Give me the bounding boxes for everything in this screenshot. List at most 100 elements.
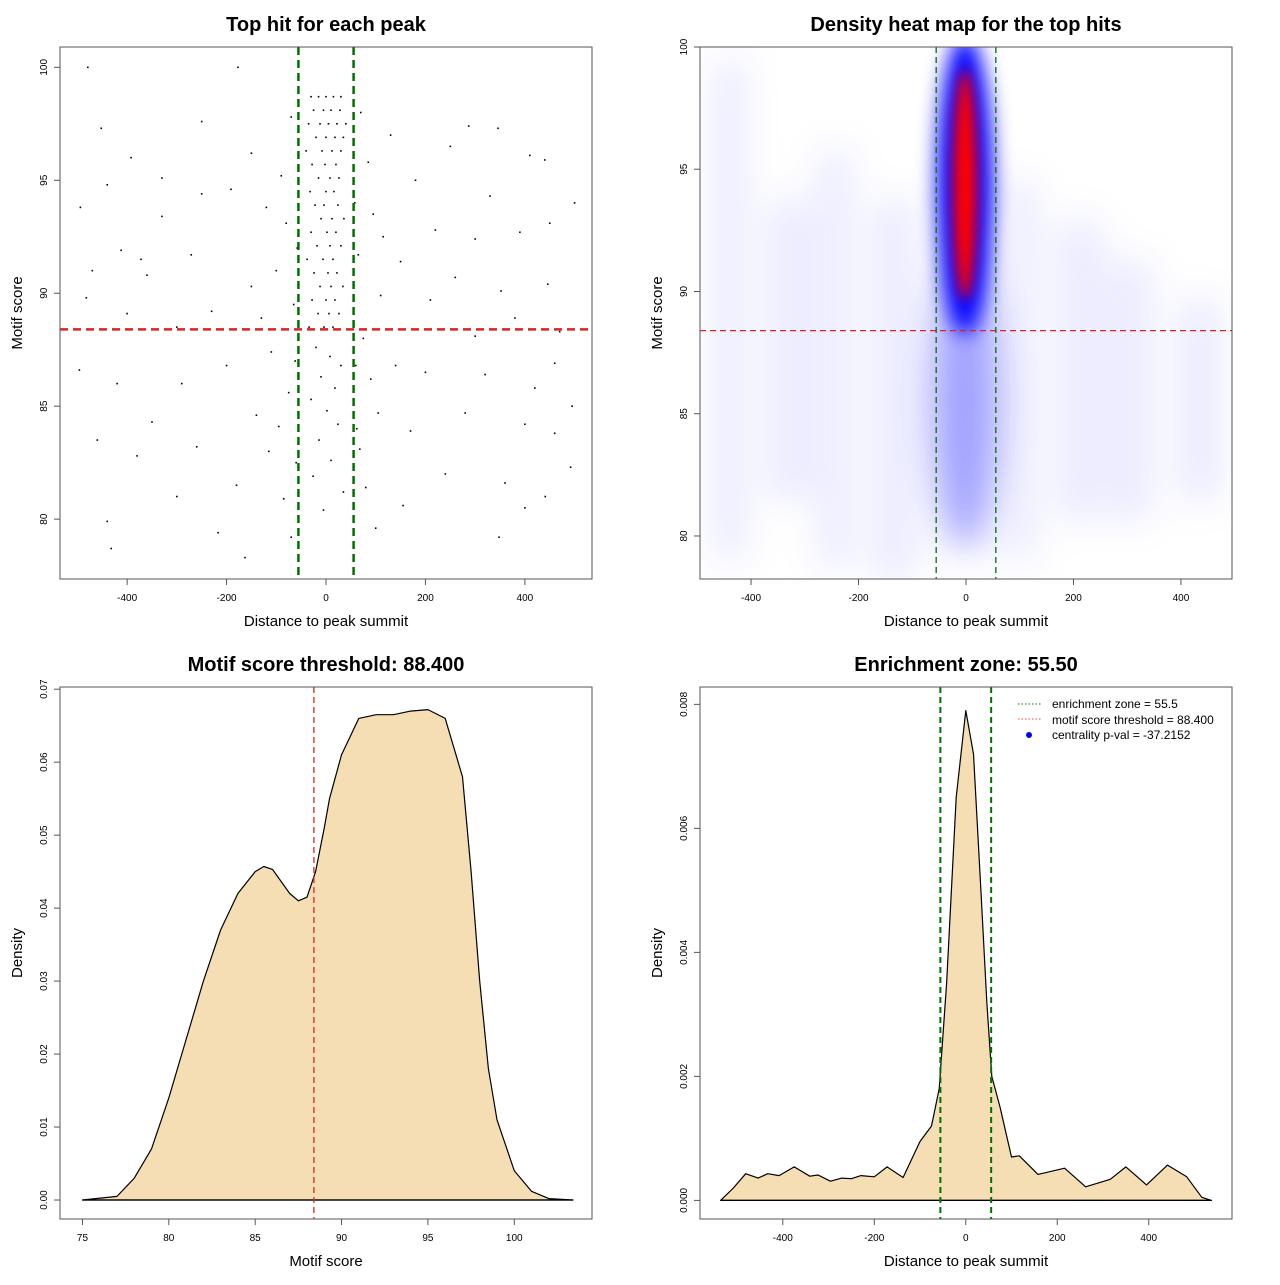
data-point [367,161,370,164]
data-point [429,299,432,301]
x-tick-label: 400 [1140,1233,1157,1244]
data-point [308,326,310,328]
data-point [338,177,340,179]
data-point [334,299,336,301]
data-point [342,285,344,288]
data-point [176,495,178,498]
data-point [327,123,330,125]
data-point [325,299,327,301]
data-point [244,556,246,559]
data-point [319,285,321,288]
data-point [340,95,342,98]
x-tick-label: 95 [422,1233,434,1244]
y-tick-label: 0.004 [679,939,690,964]
data-point [356,427,358,430]
legend-label: motif score threshold = 88.400 [1052,713,1214,727]
data-point [324,163,326,166]
data-point [497,127,499,130]
data-point [524,507,526,509]
data-point [277,425,280,428]
data-point [316,244,318,247]
x-tick-label: 400 [517,593,534,604]
data-point [235,484,238,487]
data-point [402,504,404,507]
data-point [355,364,357,367]
data-point [504,482,506,484]
data-point [91,269,94,272]
data-point [345,123,347,125]
data-point [332,326,334,328]
data-point [319,123,321,125]
data-point [332,258,334,261]
y-tick-label: 0.06 [39,752,50,772]
data-point [336,272,338,274]
data-point [200,193,203,195]
y-tick-label: 85 [39,400,50,412]
y-tick-label: 95 [39,174,50,186]
x-tick-label: 80 [163,1233,175,1244]
y-tick-label: 0.01 [39,1117,50,1137]
x-axis-label: Distance to peak summit [244,613,409,630]
data-point [325,136,327,139]
data-point [500,290,502,292]
data-point [321,150,323,152]
data-point [340,150,342,152]
y-tick-label: 0.002 [679,1063,690,1088]
data-point [544,495,547,498]
y-tick-label: 0.006 [679,815,690,840]
x-tick-label: -200 [217,593,237,604]
data-point [331,150,333,152]
data-point [314,204,316,206]
y-tick-label: 90 [39,287,50,299]
data-point [317,95,320,98]
data-point [328,312,330,315]
data-point [474,238,476,240]
data-point [268,450,270,453]
data-point [322,258,324,261]
data-point [571,405,573,407]
x-tick-label: 200 [417,593,434,604]
data-point [374,527,377,529]
data-point [307,123,310,125]
legend: enrichment zone = 55.5 motif score thres… [1018,697,1214,742]
y-tick-label: 95 [679,163,690,175]
data-point [364,486,367,489]
data-point [305,150,307,152]
data-point [546,283,549,285]
panel-enrichment-density: Enrichment zone: 55.50 Distance to peak … [649,654,1233,1270]
x-tick-label: 200 [1049,1233,1066,1244]
data-point [96,439,99,441]
y-axis-label: Density [649,927,666,978]
data-point [514,317,516,319]
data-point [290,536,292,539]
data-point [280,174,283,177]
data-point [136,455,138,457]
data-point [106,184,109,186]
y-tick-label: 85 [679,408,690,420]
chart-title: Density heat map for the top hits [810,14,1121,36]
x-tick-label: 0 [323,593,329,604]
data-point [329,177,331,179]
data-point [334,387,336,389]
x-tick-label: 85 [250,1233,262,1244]
y-tick-label: 0.07 [39,679,50,699]
y-tick-label: 90 [679,285,690,297]
data-point [339,109,341,112]
x-tick-label: -200 [864,1233,884,1244]
data-point [161,177,163,179]
y-axis-label: Density [9,927,26,978]
data-point [100,127,103,130]
data-point [362,337,365,340]
y-tick-label: 0.02 [39,1044,50,1064]
data-point [409,430,412,432]
data-point [306,258,308,261]
data-point [333,190,335,193]
data-point [312,475,314,478]
data-point [394,364,397,367]
data-point [354,202,356,204]
data-point [449,145,452,148]
data-point [310,398,312,401]
data-point [548,222,551,225]
data-point [573,202,576,204]
data-point [414,179,417,182]
